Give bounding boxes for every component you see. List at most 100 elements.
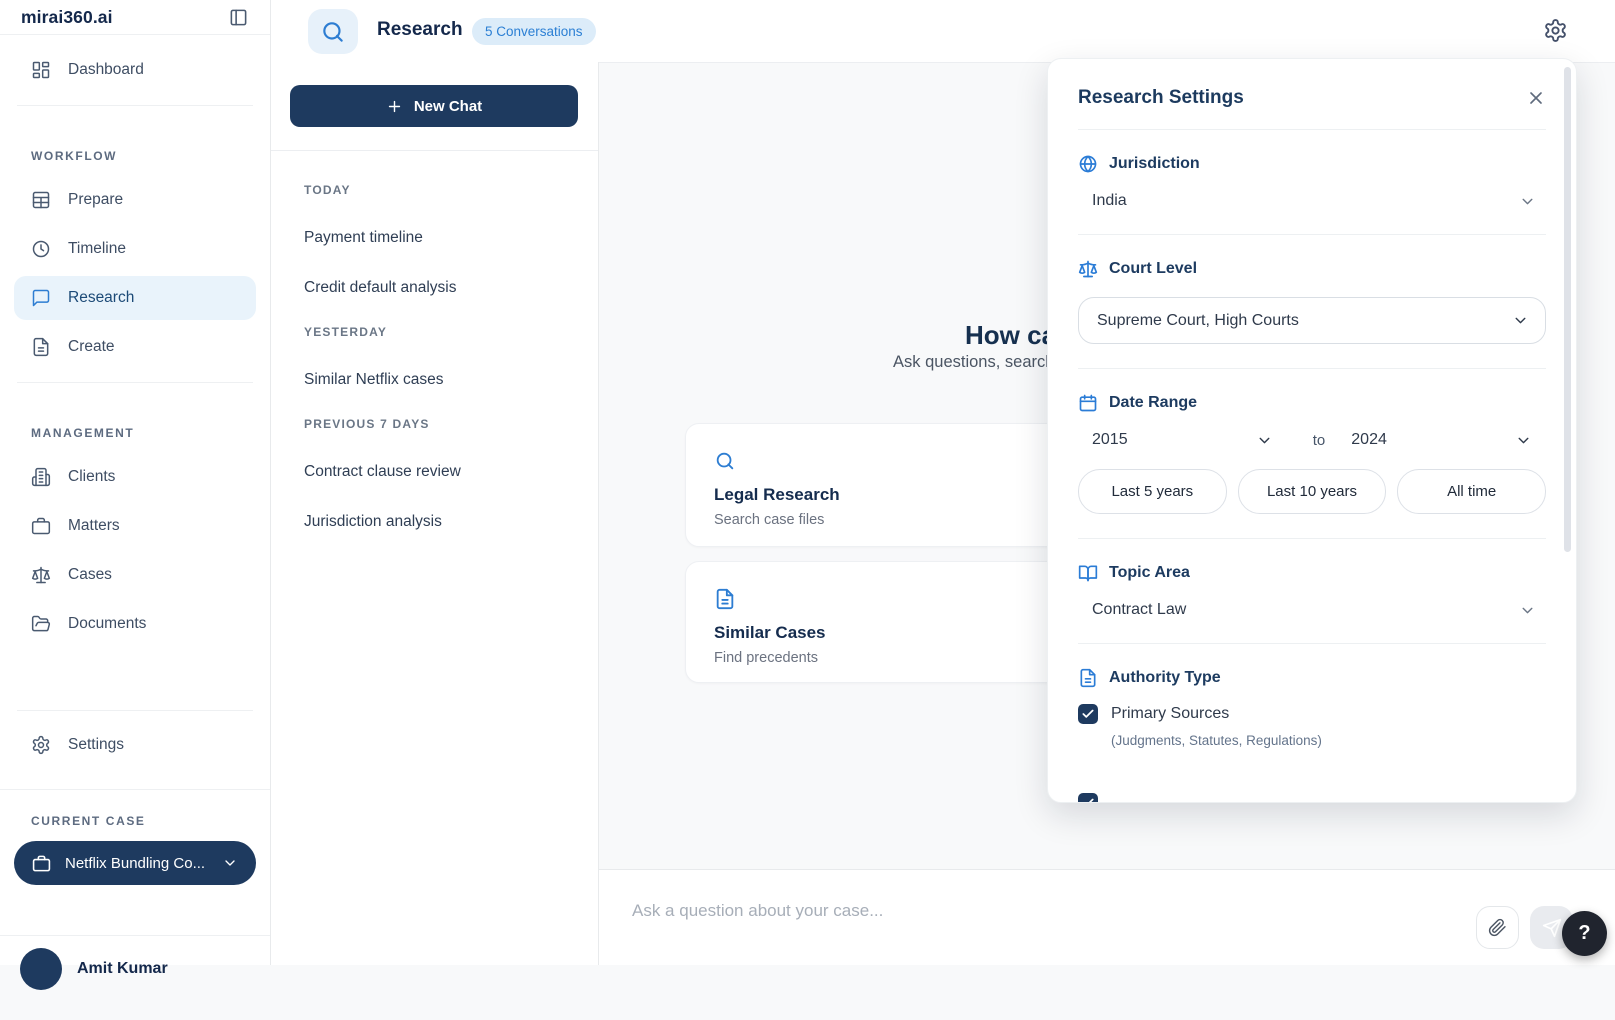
user-profile-row[interactable]: Amit Kumar [0,935,270,1020]
preset-last-10-years-button[interactable]: Last 10 years [1237,469,1387,514]
section-title-management: MANAGEMENT [31,426,135,440]
current-case-button[interactable]: Netflix Bundling Co... [14,841,256,885]
research-settings-button[interactable] [1543,18,1568,43]
sidebar-item-prepare[interactable]: Prepare [14,178,256,222]
court-level-label: Court Level [1109,260,1198,277]
sidebar-item-label: Clients [68,468,116,485]
research-page-icon-tile [308,9,358,54]
search-icon [320,19,346,45]
brand-row: mirai360.ai [0,0,270,35]
jurisdiction-value: India [1092,192,1127,209]
document-icon [714,588,1462,610]
conversations-list: TODAY Payment timeline Credit default an… [270,151,598,535]
sidebar-item-clients[interactable]: Clients [14,455,256,499]
jurisdiction-select[interactable]: India [1078,192,1546,210]
checkbox-checked-icon [1078,704,1098,724]
page-header: Research 5 Conversations [270,0,1615,63]
sidebar-item-timeline[interactable]: Timeline [14,227,256,271]
date-range-section: Date Range 2015 to 2024 Last 5 years Las… [1078,369,1547,539]
building-icon [31,467,51,487]
date-range-label: Date Range [1109,394,1198,411]
app-sidebar: mirai360.ai Dashboard WORKFLOW Prepare [0,0,271,990]
sidebar-item-label: Matters [68,517,120,534]
card-subtitle: Find precedents [714,650,818,666]
chevron-down-icon [222,855,238,871]
to-year-value: 2024 [1351,431,1387,448]
topic-area-section: Topic Area Contract Law [1078,539,1546,644]
primary-sources-option[interactable]: Primary Sources [1078,704,1546,724]
sidebar-toggle-button[interactable] [229,8,248,27]
sidebar-item-dashboard[interactable]: Dashboard [14,48,256,92]
sidebar-item-documents[interactable]: Documents [14,602,256,646]
current-case-name: Netflix Bundling Co... [65,854,206,872]
court-level-select[interactable]: Supreme Court, High Courts [1078,297,1546,344]
conversations-header: New Chat [270,62,598,151]
paperclip-icon [1488,918,1507,937]
book-open-icon [1078,563,1098,583]
conversation-item[interactable]: Contract clause review [304,463,461,480]
gear-icon [1543,18,1568,43]
sidebar-item-label: Dashboard [68,61,144,78]
authority-type-label: Authority Type [1109,669,1221,686]
close-panel-button[interactable] [1526,88,1546,108]
plus-icon [386,98,403,115]
chevron-down-icon [1519,193,1536,210]
section-title-workflow: WORKFLOW [31,149,118,163]
sidebar-item-cases[interactable]: Cases [14,553,256,597]
court-level-section: Court Level Supreme Court, High Courts [1078,235,1546,369]
date-range-label-row: Date Range [1078,393,1546,413]
scales-icon [1078,259,1098,279]
help-button[interactable]: ? [1562,911,1607,956]
conversation-item[interactable]: Similar Netflix cases [304,371,444,388]
calendar-icon [1078,393,1098,413]
panel-scrollbar-thumb[interactable] [1564,67,1571,552]
question-input[interactable] [630,900,1394,922]
conversation-item[interactable]: Credit default analysis [304,279,457,296]
new-chat-button[interactable]: New Chat [290,85,578,127]
briefcase-icon [31,516,51,536]
chat-bubble-icon [31,288,51,308]
preset-all-time-button[interactable]: All time [1397,469,1547,514]
card-title: Similar Cases [714,623,826,642]
date-presets-row: Last 5 years Last 10 years All time [1078,469,1547,514]
to-year-select[interactable]: 2024 [1351,431,1546,449]
court-level-value: Supreme Court, High Courts [1097,311,1299,329]
conversation-group-yesterday: YESTERDAY [304,325,388,339]
table-icon [31,190,51,210]
date-range-row: 2015 to 2024 [1078,431,1546,449]
divider [17,710,253,711]
conversation-item[interactable]: Payment timeline [304,229,423,246]
clock-icon [31,239,51,259]
brand-logo: mirai360.ai [21,6,113,27]
conversation-group-today: TODAY [304,183,351,197]
card-title: Legal Research [714,485,840,504]
checkbox-checked-icon[interactable] [1078,793,1098,802]
message-composer [598,869,1615,965]
topic-area-label: Topic Area [1109,564,1190,581]
globe-icon [1078,154,1098,174]
primary-sources-label: Primary Sources [1111,705,1230,722]
file-icon [31,337,51,357]
sidebar-item-matters[interactable]: Matters [14,504,256,548]
sidebar-item-create[interactable]: Create [14,325,256,369]
chevron-down-icon [1512,312,1529,329]
folder-open-icon [31,614,51,634]
sidebar-item-label: Timeline [68,240,126,257]
topic-area-select[interactable]: Contract Law [1078,601,1546,619]
jurisdiction-label-row: Jurisdiction [1078,154,1546,174]
chevron-down-icon [1519,602,1536,619]
preset-last-5-years-button[interactable]: Last 5 years [1078,469,1227,514]
topic-area-value: Contract Law [1092,601,1187,618]
dashboard-icon [31,60,51,80]
from-year-select[interactable]: 2015 [1092,431,1287,449]
conversation-item[interactable]: Jurisdiction analysis [304,513,442,530]
user-name: Amit Kumar [77,960,168,977]
section-title-current-case: CURRENT CASE [31,814,146,828]
attach-file-button[interactable] [1476,906,1519,949]
sidebar-item-settings[interactable]: Settings [14,723,256,767]
sidebar-item-label: Prepare [68,191,124,208]
sidebar-item-research[interactable]: Research [14,276,256,320]
page-title: Research [377,19,463,40]
chevron-down-icon [1256,432,1273,449]
chevron-down-icon [1515,432,1532,449]
